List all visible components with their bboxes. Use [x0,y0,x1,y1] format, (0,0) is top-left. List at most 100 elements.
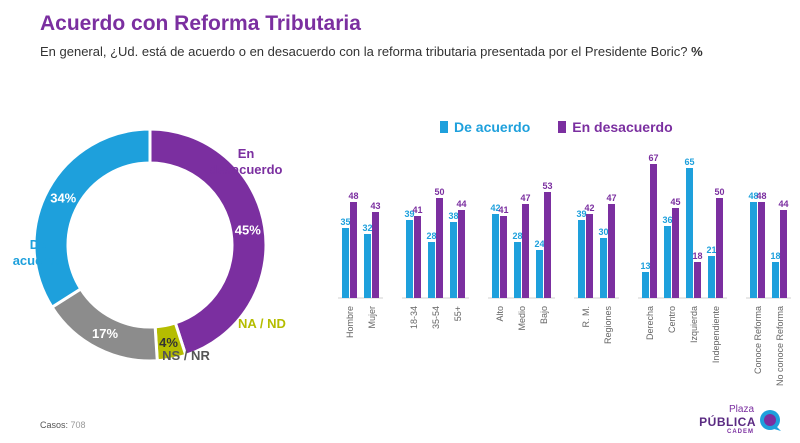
sample-size: Casos: 708 [40,420,86,430]
bar-de-acuerdo-no-conoce-reforma [772,262,779,298]
bar-de-acuerdo-mujer [364,234,371,298]
bar-category-label-izquierda: Izquierda [689,306,699,343]
bar-value-de-acuerdo-derecha: 13 [640,261,650,271]
bar-category-label-medio: Medio [517,306,527,331]
plaza-publica-logo: Plaza PÚBLICA CADEM [699,404,786,438]
bar-value-de-acuerdo-regiones: 30 [598,227,608,237]
bar-de-acuerdo-medio [514,242,521,298]
bar-de-acuerdo-centro [664,226,671,298]
donut-pct-ns-nr: 17% [92,326,118,341]
donut-label-ns-nr: NS / NR [162,348,210,363]
legend-swatch-acuerdo [440,121,448,133]
bar-category-label-hombre: Hombre [345,306,355,338]
bar-value-en-desacuerdo-bajo: 53 [542,181,552,191]
bar-category-label-55: 55+ [453,306,463,321]
logo-line-2: PÚBLICA [699,415,756,429]
bar-category-label-centro: Centro [667,306,677,333]
bar-en-desacuerdo-medio [522,204,529,298]
bar-en-desacuerdo-centro [672,208,679,298]
bar-value-de-acuerdo-55: 38 [448,211,458,221]
legend-item-acuerdo: De acuerdo [440,119,530,135]
bar-value-de-acuerdo-independiente: 21 [706,245,716,255]
bar-de-acuerdo-derecha [642,272,649,298]
bar-value-en-desacuerdo-18-34: 41 [412,205,422,215]
bar-en-desacuerdo-35-54 [436,198,443,298]
bar-category-label-independiente: Independiente [711,306,721,363]
sample-size-value: 708 [70,420,86,430]
bar-category-label-regiones: Regiones [603,306,613,345]
bar-en-desacuerdo-55 [458,210,465,298]
bar-value-en-desacuerdo-independiente: 50 [714,187,724,197]
bar-en-desacuerdo-derecha [650,164,657,298]
donut-slice-en-desacuerdo [148,127,268,358]
legend-label-acuerdo: De acuerdo [454,119,531,135]
bar-category-label-35-54: 35-54 [431,306,441,329]
bar-en-desacuerdo-regiones [608,204,615,298]
bar-value-de-acuerdo-centro: 36 [662,215,672,225]
bar-de-acuerdo-18-34 [406,220,413,298]
bar-category-label-derecha: Derecha [645,306,655,340]
bar-value-de-acuerdo-hombre: 35 [340,217,350,227]
bar-en-desacuerdo-independiente [716,198,723,298]
bar-value-de-acuerdo-r-m: 39 [576,209,586,219]
bar-de-acuerdo-bajo [536,250,543,298]
bar-category-label-conoce-reforma: Conoce Reforma [753,306,763,374]
bar-category-label-alto: Alto [495,306,505,322]
bar-en-desacuerdo-18-34 [414,216,421,298]
bar-value-de-acuerdo-35-54: 28 [426,231,436,241]
donut-label-na-nd: NA / ND [238,316,286,331]
bar-de-acuerdo-35-54 [428,242,435,298]
bar-category-label-r-m: R. M. [581,306,591,328]
bar-value-en-desacuerdo-conoce-reforma: 48 [756,191,766,201]
bar-category-label-18-34: 18-34 [409,306,419,329]
bar-value-en-desacuerdo-centro: 45 [670,197,680,207]
bar-de-acuerdo-r-m [578,220,585,298]
donut-pct-de-acuerdo: 34% [50,190,76,205]
bar-de-acuerdo-izquierda [686,168,693,298]
bar-de-acuerdo-regiones [600,238,607,298]
bar-value-de-acuerdo-medio: 28 [512,231,522,241]
bar-value-en-desacuerdo-izquierda: 18 [692,251,702,261]
bar-en-desacuerdo-r-m [586,214,593,298]
bar-value-en-desacuerdo-55: 44 [456,199,466,209]
bar-value-de-acuerdo-izquierda: 65 [684,157,694,167]
bar-en-desacuerdo-izquierda [694,262,701,298]
bar-en-desacuerdo-mujer [372,212,379,298]
donut-slice-de-acuerdo [32,127,152,310]
donut-label-de-acuerdo: De acuerdo [13,237,64,268]
bar-category-label-bajo: Bajo [539,306,549,324]
subtitle-unit: % [691,44,703,59]
bar-legend: De acuerdo En desacuerdo [440,119,673,135]
bar-value-en-desacuerdo-derecha: 67 [648,153,658,163]
legend-swatch-desacuerdo [558,121,567,133]
bar-value-en-desacuerdo-hombre: 48 [348,191,358,201]
donut-pct-na-nd: 4% [159,335,178,350]
logo-line-3: CADEM [727,429,754,435]
donut-pct-en-desacuerdo: 45% [235,223,261,238]
bar-en-desacuerdo-bajo [544,192,551,298]
page-subtitle: En general, ¿Ud. está de acuerdo o en de… [40,44,703,59]
bar-de-acuerdo-independiente [708,256,715,298]
sample-size-label: Casos: [40,420,69,430]
bar-value-de-acuerdo-alto: 42 [490,203,500,213]
bar-value-en-desacuerdo-alto: 41 [498,205,508,215]
bar-value-de-acuerdo-18-34: 39 [404,209,414,219]
bar-value-en-desacuerdo-regiones: 47 [606,193,616,203]
bar-de-acuerdo-alto [492,214,499,298]
donut-label-en-desacuerdo: En desacuerdo [210,146,283,177]
speech-bubble-icon [760,410,781,431]
bar-category-label-mujer: Mujer [367,306,377,329]
bar-en-desacuerdo-conoce-reforma [758,202,765,298]
legend-item-desacuerdo: En desacuerdo [558,119,673,135]
bar-value-de-acuerdo-bajo: 24 [534,239,544,249]
subtitle-text: En general, ¿Ud. está de acuerdo o en de… [40,44,688,59]
bar-en-desacuerdo-no-conoce-reforma [780,210,787,298]
bar-de-acuerdo-55 [450,222,457,298]
bar-value-de-acuerdo-mujer: 32 [362,223,372,233]
logo-line-1: Plaza [728,404,754,415]
bar-value-en-desacuerdo-r-m: 42 [584,203,594,213]
bar-en-desacuerdo-alto [500,216,507,298]
bar-category-label-no-conoce-reforma: No conoce Reforma [775,306,785,386]
bar-value-en-desacuerdo-mujer: 43 [370,201,380,211]
